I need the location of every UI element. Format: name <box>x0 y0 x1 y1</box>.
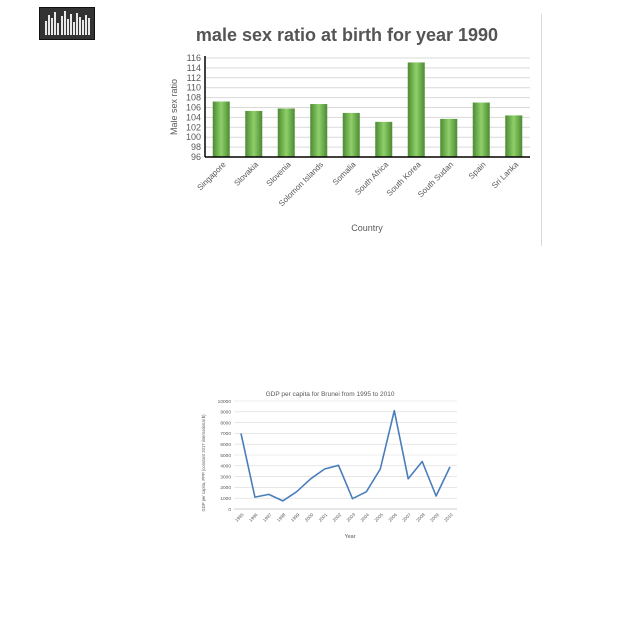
y-axis-label: Male sex ratio <box>169 79 179 135</box>
bar <box>342 112 360 157</box>
chart-title: male sex ratio at birth for year 1990 <box>196 25 498 45</box>
bar <box>310 104 328 157</box>
bar <box>407 62 425 157</box>
x-axis-label: Country <box>351 223 383 233</box>
thumbnail-bar <box>45 21 47 35</box>
y-tick-label: 116 <box>187 53 201 63</box>
thumbnail-bar <box>69 14 72 35</box>
y-tick-label: 104 <box>186 112 201 122</box>
bar <box>277 108 295 157</box>
thumbnail-bar <box>76 13 78 35</box>
x-tick-label: Slovenia <box>265 160 293 188</box>
x-tick-label: Spain <box>467 160 488 181</box>
y-tick-label: 100 <box>186 132 201 142</box>
thumbnail-bar <box>66 19 69 35</box>
thumbnail-bar <box>54 12 57 35</box>
thumbnail-bar <box>60 16 63 35</box>
thumbnail-bar <box>88 18 91 35</box>
bar <box>375 121 393 157</box>
y-tick-label: 102 <box>186 122 201 132</box>
y-tick-label: 112 <box>187 73 201 83</box>
bar <box>472 102 490 157</box>
x-tick-label: Somalia <box>331 160 358 187</box>
bar <box>245 110 263 157</box>
thumbnail-bar <box>63 11 66 35</box>
bar <box>440 118 458 157</box>
thumbnail-bar <box>82 20 85 35</box>
x-tick-label: Slovakia <box>232 160 260 188</box>
thumbnail-bar <box>79 17 82 35</box>
thumbnail-bar <box>51 18 54 35</box>
y-tick-label: 108 <box>186 93 201 103</box>
bar <box>505 115 523 157</box>
y-tick-label: 110 <box>187 83 201 93</box>
y-tick-label: 98 <box>191 142 201 152</box>
thumbnail-bar <box>72 22 75 35</box>
x-tick-label: Singapore <box>196 160 229 193</box>
y-tick-label: 114 <box>187 63 201 73</box>
thumbnail-bar <box>85 15 88 35</box>
x-tick-label: Sri Lanka <box>490 160 521 191</box>
y-tick-label: 106 <box>186 103 201 113</box>
thumbnail-bar <box>57 23 60 35</box>
divider-line <box>541 14 542 246</box>
thumbnail-bar <box>48 15 51 35</box>
bar <box>212 101 230 157</box>
y-tick-label: 96 <box>191 152 201 162</box>
thumbnail-icon <box>39 7 95 40</box>
